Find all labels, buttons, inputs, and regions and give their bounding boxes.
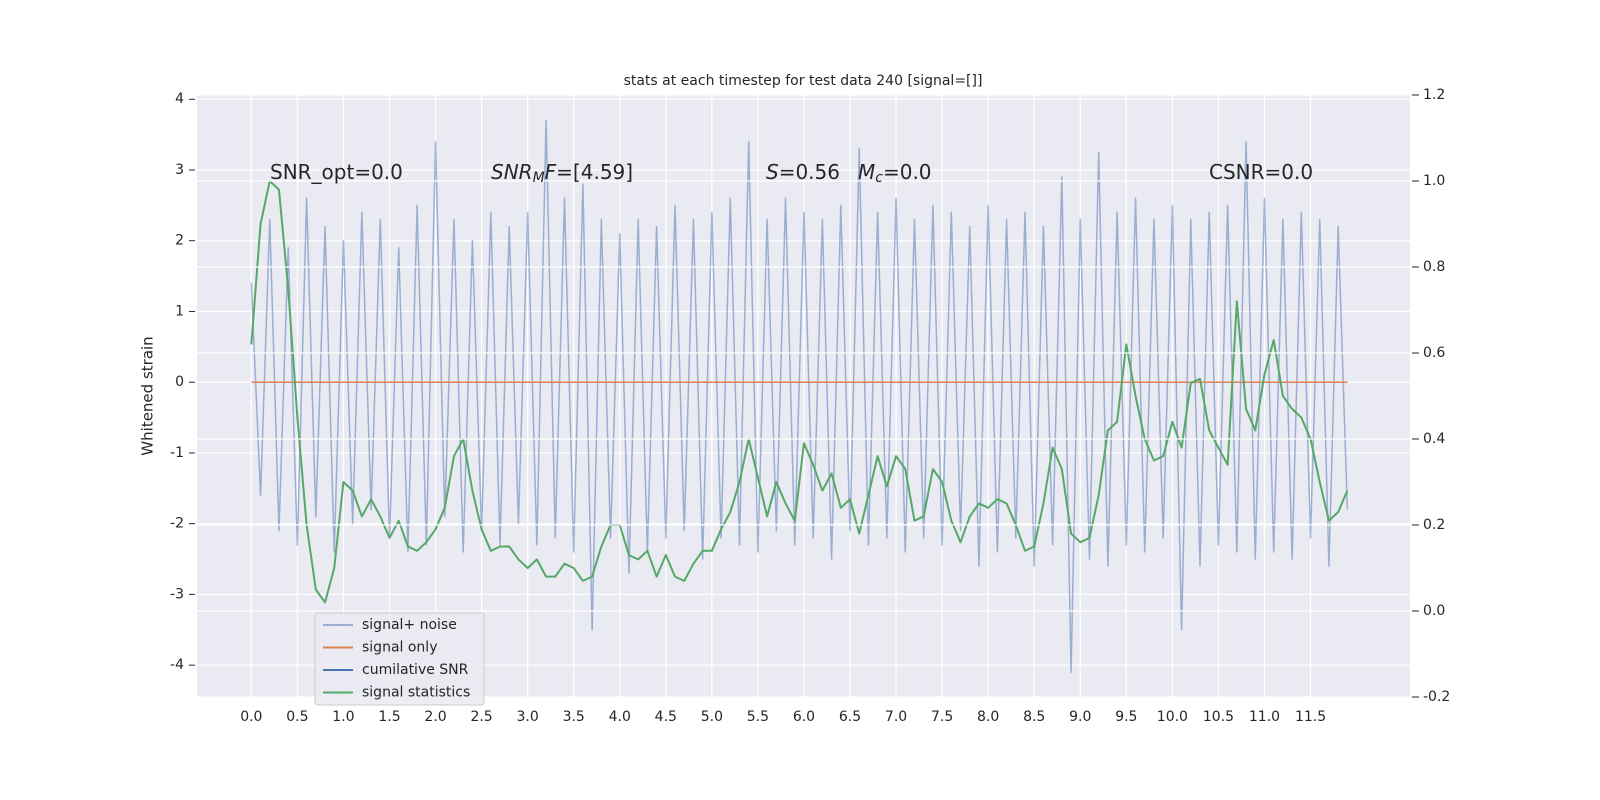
x-tick-label: 6.0: [793, 709, 815, 725]
y2-tick-label: 0.6: [1423, 345, 1445, 361]
y-tick-label: -2: [170, 516, 184, 532]
annotation-part: S: [766, 160, 779, 184]
annotation: SNRMF=[4.59]: [491, 160, 633, 187]
y-tick-label: -3: [170, 586, 184, 602]
annotation-part: =0.56: [779, 160, 840, 184]
x-tick-label: 7.0: [885, 709, 907, 725]
y2-tick-label: 1.2: [1423, 87, 1445, 103]
y-tick-label: 3: [175, 162, 184, 178]
y-axis-label: Whitened strain: [139, 336, 157, 455]
x-tick-label: 10.0: [1157, 709, 1188, 725]
legend-label: signal+ noise: [362, 617, 457, 633]
x-tick-label: 6.5: [839, 709, 861, 725]
x-tick-label: 3.5: [563, 709, 585, 725]
series-line: [250, 119, 1349, 673]
x-tick-label: 7.5: [931, 709, 953, 725]
annotation-part: SNR_opt=0.0: [270, 160, 403, 184]
x-tick-label: 9.0: [1069, 709, 1091, 725]
y2-tick-label: 1.0: [1423, 173, 1445, 189]
annotation: S=0.56: [766, 160, 840, 184]
x-tick-label: 8.5: [1023, 709, 1045, 725]
annotation-part: =0.0: [883, 160, 932, 184]
y-tick-label: 1: [175, 303, 184, 319]
x-tick-label: 4.0: [609, 709, 631, 725]
chart-title: stats at each timestep for test data 240…: [624, 73, 983, 89]
y2-tick-label: -0.2: [1423, 689, 1450, 705]
x-tick-label: 9.5: [1115, 709, 1137, 725]
x-tick-label: 5.0: [701, 709, 723, 725]
annotation-part: M: [858, 160, 875, 184]
annotation-part: CSNR=0.0: [1209, 160, 1313, 184]
y-tick-label: -4: [170, 657, 184, 673]
x-tick-label: 1.0: [332, 709, 354, 725]
legend-box: [314, 612, 485, 706]
y2-tick-label: 0.4: [1423, 431, 1445, 447]
x-tick-label: 0.5: [286, 709, 308, 725]
x-tick-label: 3.0: [517, 709, 539, 725]
x-tick-label: 2.5: [470, 709, 492, 725]
annotation-part: M: [533, 170, 545, 186]
annotation-part: SNR: [491, 160, 533, 184]
legend-label: cumilative SNR: [362, 662, 469, 678]
y-tick-label: 2: [175, 233, 184, 249]
legend-label: signal statistics: [362, 685, 470, 701]
x-tick-label: 4.5: [655, 709, 677, 725]
y2-tick-label: 0.8: [1423, 259, 1445, 275]
series-line: [250, 180, 1349, 604]
annotation: Mc=0.0: [858, 160, 932, 187]
y2-tick-label: 0.0: [1423, 603, 1445, 619]
series-layer: [250, 119, 1349, 673]
x-tick-label: 8.0: [977, 709, 999, 725]
y-tick-label: 0: [175, 374, 184, 390]
y-tick-label: -1: [170, 445, 184, 461]
annotation-part: F: [545, 160, 557, 184]
x-tick-label: 11.0: [1249, 709, 1280, 725]
x-tick-label: 10.5: [1203, 709, 1234, 725]
x-tick-label: 2.0: [424, 709, 446, 725]
x-tick-label: 0.0: [240, 709, 262, 725]
y2-tick-label: 0.2: [1423, 517, 1445, 533]
x-tick-label: 5.5: [747, 709, 769, 725]
annotation-part: =[4.59]: [556, 160, 633, 184]
x-tick-label: 11.5: [1295, 709, 1326, 725]
legend-label: signal only: [362, 640, 437, 656]
annotation: SNR_opt=0.0: [270, 160, 403, 184]
x-tick-label: 1.5: [378, 709, 400, 725]
annotation-part: c: [875, 170, 883, 186]
annotation: CSNR=0.0: [1209, 160, 1313, 184]
y-tick-label: 4: [175, 91, 184, 107]
